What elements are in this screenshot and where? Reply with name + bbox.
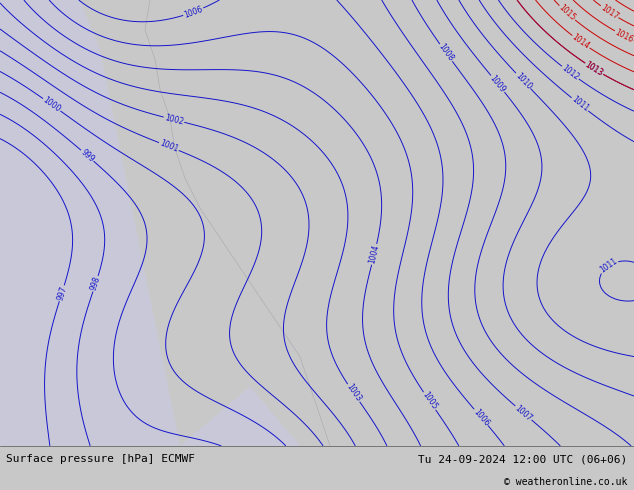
- Text: 1012: 1012: [560, 63, 581, 82]
- Text: 1015: 1015: [557, 3, 577, 23]
- Text: 1001: 1001: [158, 139, 179, 154]
- Text: 1008: 1008: [437, 42, 455, 63]
- Text: 1007: 1007: [513, 403, 534, 423]
- Text: 1013: 1013: [583, 60, 605, 78]
- Text: 997: 997: [55, 285, 68, 301]
- Text: 1004: 1004: [368, 244, 381, 265]
- Text: 1006: 1006: [471, 407, 491, 428]
- Text: Surface pressure [hPa] ECMWF: Surface pressure [hPa] ECMWF: [6, 454, 195, 464]
- Text: 1009: 1009: [488, 74, 507, 94]
- Text: 1002: 1002: [164, 113, 184, 126]
- Polygon shape: [0, 387, 300, 446]
- Text: 1011: 1011: [569, 95, 590, 114]
- Text: 1000: 1000: [41, 96, 62, 114]
- Polygon shape: [0, 0, 180, 446]
- Text: 998: 998: [89, 275, 102, 292]
- Text: 999: 999: [79, 147, 96, 164]
- Text: 1011: 1011: [598, 257, 619, 275]
- Text: © weatheronline.co.uk: © weatheronline.co.uk: [504, 477, 628, 487]
- Text: 1014: 1014: [571, 33, 592, 51]
- Text: 1013: 1013: [583, 60, 605, 78]
- Text: 1016: 1016: [614, 27, 634, 44]
- Text: Tu 24-09-2024 12:00 UTC (06+06): Tu 24-09-2024 12:00 UTC (06+06): [418, 454, 628, 464]
- Text: 1005: 1005: [420, 391, 439, 412]
- Text: 1010: 1010: [514, 71, 533, 91]
- Text: 1006: 1006: [183, 4, 204, 20]
- Text: 1017: 1017: [599, 3, 620, 21]
- Text: 1003: 1003: [344, 383, 363, 404]
